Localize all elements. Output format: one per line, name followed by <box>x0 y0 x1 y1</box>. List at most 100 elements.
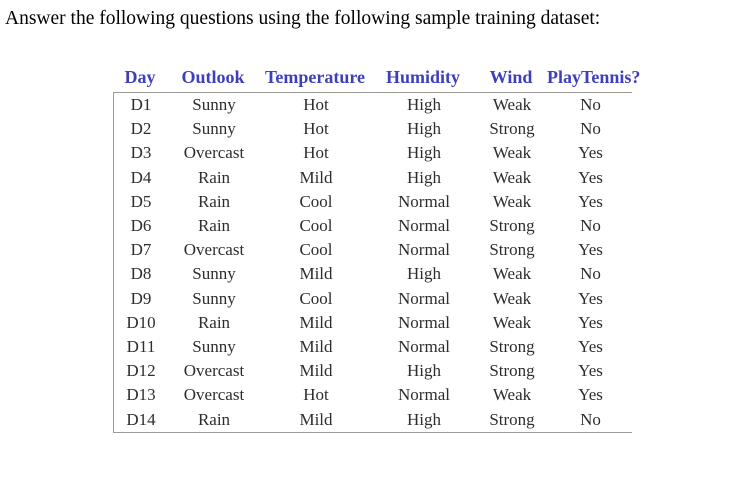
table-cell: Strong <box>489 361 535 381</box>
table-cell: Yes <box>578 167 603 187</box>
table-cell: Rain <box>197 167 231 187</box>
table-cell: D2 <box>130 119 152 139</box>
table-cell: Sunny <box>192 336 236 356</box>
table-cell: Weak <box>492 95 532 115</box>
table-cell: Yes <box>578 240 603 260</box>
table-row: D9 Sunny Cool Normal Weak Yes <box>114 287 632 311</box>
column-header-humidity: Humidity <box>385 67 460 87</box>
table-cell: No <box>580 409 601 429</box>
table-cell: D3 <box>130 143 152 163</box>
table-cell: D13 <box>126 385 156 405</box>
table-row: D4 Rain Mild High Weak Yes <box>114 166 632 190</box>
table-header-row: Day Outlook Temperature Humidity Wind Pl… <box>113 63 641 92</box>
table-cell: Mild <box>299 264 333 284</box>
table-cell: Yes <box>578 361 603 381</box>
table-cell: Weak <box>492 385 532 405</box>
table-cell: D5 <box>130 191 152 211</box>
table-cell: Strong <box>489 240 535 260</box>
table-cell: Strong <box>489 216 535 236</box>
question-prompt: Answer the following questions using the… <box>5 8 601 29</box>
table-cell: Weak <box>492 167 532 187</box>
table-cell: D7 <box>130 240 152 260</box>
table-row: D3 Overcast Hot High Weak Yes <box>114 141 632 165</box>
table-cell: Mild <box>299 409 333 429</box>
table-cell: Weak <box>492 312 532 332</box>
column-header-day: Day <box>124 67 156 87</box>
table-cell: Sunny <box>192 264 236 284</box>
column-header-temperature: Temperature <box>265 67 365 87</box>
table-cell: Strong <box>489 336 535 356</box>
table-row: D10 Rain Mild Normal Weak Yes <box>114 311 632 335</box>
table-row: D11 Sunny Mild Normal Strong Yes <box>114 335 632 359</box>
table-cell: Mild <box>299 361 333 381</box>
table-cell: Normal <box>398 336 450 356</box>
table-cell: D6 <box>130 216 152 236</box>
table-cell: Mild <box>299 167 333 187</box>
table-cell: Normal <box>398 288 450 308</box>
table-cell: Mild <box>299 336 333 356</box>
column-header-outlook: Outlook <box>181 67 245 87</box>
table-cell: Strong <box>489 119 535 139</box>
table-cell: D1 <box>130 95 152 115</box>
table-cell: D11 <box>126 336 156 356</box>
table-cell: Overcast <box>183 240 245 260</box>
table-cell: D12 <box>126 361 156 381</box>
table-cell: Yes <box>578 385 603 405</box>
table-cell: Rain <box>197 191 231 211</box>
table-row: D6 Rain Cool Normal Strong No <box>114 214 632 238</box>
column-header-wind: Wind <box>489 67 533 87</box>
table-cell: Sunny <box>192 119 236 139</box>
table-cell: Mild <box>299 312 333 332</box>
table-cell: D4 <box>130 167 152 187</box>
table-cell: Weak <box>492 143 532 163</box>
table-cell: Overcast <box>183 385 245 405</box>
table-cell: Hot <box>303 95 329 115</box>
table-cell: High <box>407 95 441 115</box>
table-cell: Yes <box>578 312 603 332</box>
table-cell: Cool <box>299 240 333 260</box>
table-cell: Rain <box>197 216 231 236</box>
column-header-playtennis: PlayTennis? <box>547 67 641 87</box>
table-cell: Cool <box>299 191 333 211</box>
table-cell: High <box>407 143 441 163</box>
table-cell: Yes <box>578 336 603 356</box>
table-cell: Rain <box>197 312 231 332</box>
table-cell: No <box>580 216 601 236</box>
table-cell: No <box>580 264 601 284</box>
table-cell: D14 <box>126 409 156 429</box>
table-cell: High <box>407 119 441 139</box>
table-cell: Hot <box>303 385 329 405</box>
table-cell: Rain <box>197 409 231 429</box>
table-cell: D8 <box>130 264 152 284</box>
table-cell: High <box>407 409 441 429</box>
table-cell: Overcast <box>183 361 245 381</box>
table-body: D1 Sunny Hot High Weak No D2 Sunny Hot High Strong… <box>113 92 632 433</box>
table-cell: Sunny <box>192 95 236 115</box>
table-cell: Hot <box>303 119 329 139</box>
training-dataset-table: Day Outlook Temperature Humidity Wind Pl… <box>113 63 641 433</box>
table-cell: D10 <box>126 312 156 332</box>
table-cell: No <box>580 119 601 139</box>
table-cell: Normal <box>398 312 450 332</box>
table-cell: Overcast <box>183 143 245 163</box>
table-cell: Cool <box>299 216 333 236</box>
table-cell: Hot <box>303 143 329 163</box>
table-cell: Strong <box>489 409 535 429</box>
table-row: D7 Overcast Cool Normal Strong Yes <box>114 238 632 262</box>
table-row: D8 Sunny Mild High Weak No <box>114 262 632 286</box>
table-cell: No <box>580 95 601 115</box>
table-cell: Yes <box>578 288 603 308</box>
table-cell: Normal <box>398 240 450 260</box>
table-row: D13 Overcast Hot Normal Weak Yes <box>114 383 632 407</box>
table-cell: High <box>407 361 441 381</box>
table-cell: D9 <box>130 288 152 308</box>
table-cell: High <box>407 264 441 284</box>
table-cell: Normal <box>398 191 450 211</box>
table-row: D12 Overcast Mild High Strong Yes <box>114 359 632 383</box>
table-cell: Yes <box>578 143 603 163</box>
table-row: D1 Sunny Hot High Weak No <box>114 93 632 117</box>
table-cell: High <box>407 167 441 187</box>
table-cell: Cool <box>299 288 333 308</box>
table-cell: Weak <box>492 191 532 211</box>
